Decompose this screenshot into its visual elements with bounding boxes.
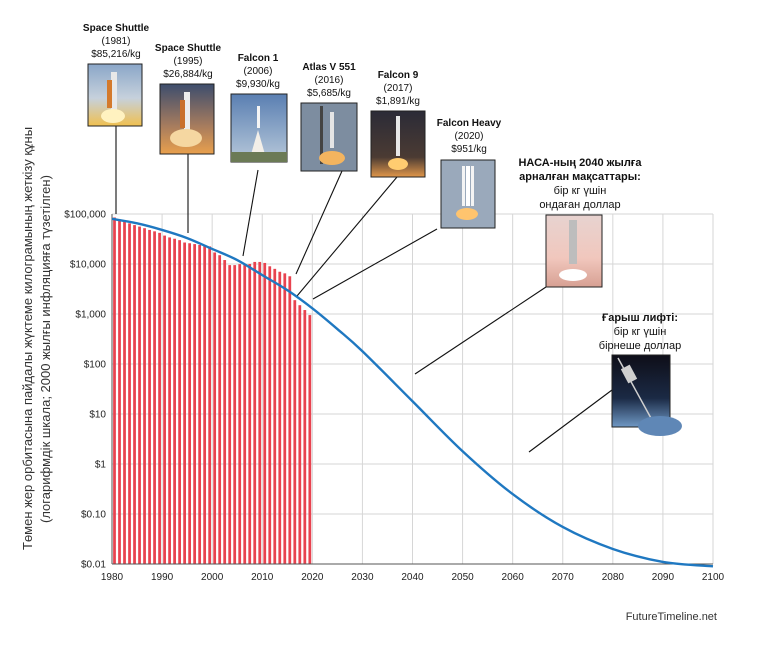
leader-line <box>528 389 613 453</box>
y-tick-label: $100 <box>84 360 107 371</box>
cost-bar <box>158 232 161 565</box>
cost-bar <box>248 264 252 564</box>
cost-bar <box>228 265 232 564</box>
cost-bar <box>288 276 292 564</box>
cost-bar <box>123 221 126 565</box>
annotation-falcon-1: Falcon 1 (2006) $9,930/kg <box>236 53 280 90</box>
annotation-atlas-v: Atlas V 551 (2016) $5,685/kg <box>302 62 356 99</box>
cost-bar <box>243 264 247 564</box>
cost-bar <box>298 305 302 564</box>
x-tick-label: 2090 <box>652 572 675 583</box>
cost-bar <box>188 243 192 564</box>
atlas-v-551-photo <box>300 102 358 172</box>
annotation-falcon-9: Falcon 9 (2017) $1,891/kg <box>376 70 420 107</box>
cost-bar <box>268 266 272 564</box>
y-axis-title: Төмен жер орбитасына пайдалы жүктеме кил… <box>12 80 53 580</box>
falcon-heavy-photo <box>440 159 496 229</box>
x-tick-label: 2060 <box>502 572 525 583</box>
cost-bar <box>168 237 171 564</box>
x-tick-label: 2030 <box>351 572 374 583</box>
cost-bar <box>203 245 207 564</box>
cost-bar <box>233 265 237 564</box>
x-tick-label: 2080 <box>602 572 625 583</box>
annotation-space-elevator: Ғарыш лифті: бір кг үшін бірнеше доллар <box>598 312 682 352</box>
x-tick-label: 2010 <box>251 572 274 583</box>
annotation-shuttle-1981: Space Shuttle (1981) $85,216/kg <box>82 23 150 60</box>
cost-bar <box>208 246 212 564</box>
x-tick-label: 2070 <box>552 572 575 583</box>
leader-line <box>295 170 343 275</box>
cost-bar <box>178 240 181 565</box>
cost-bar <box>258 261 262 564</box>
leader-line <box>414 286 547 375</box>
cost-bar <box>198 244 202 564</box>
cost-bar <box>303 310 307 564</box>
cost-bar <box>113 217 116 564</box>
y-tick-label: $0.10 <box>81 510 106 521</box>
annotation-falcon-heavy: Falcon Heavy (2020) $951/kg <box>436 118 502 155</box>
cost-bar <box>238 264 242 564</box>
y-tick-label: $0.01 <box>81 560 106 571</box>
x-tick-label: 2100 <box>702 572 725 583</box>
space-shuttle-1995-photo <box>159 83 215 155</box>
cost-bar <box>218 255 222 564</box>
falcon-9-photo <box>370 110 426 178</box>
trend-line <box>111 217 714 568</box>
space-shuttle-1981-photo <box>87 63 143 127</box>
cost-bar <box>143 228 146 564</box>
cost-bar <box>263 262 267 564</box>
leader-line <box>242 169 259 257</box>
cost-bar <box>173 238 176 565</box>
x-tick-label: 2050 <box>451 572 474 583</box>
cost-bar <box>308 315 312 564</box>
y-tick-label: $10 <box>89 410 106 421</box>
space-elevator-photo <box>611 354 682 436</box>
x-tick-label: 2040 <box>401 572 424 583</box>
x-tick-label: 2000 <box>201 572 224 583</box>
cost-bar <box>293 300 297 564</box>
y-tick-label: $1,000 <box>75 310 106 321</box>
cost-bar <box>273 268 277 564</box>
x-tick-label: 2020 <box>301 572 324 583</box>
axes: 1980 1990 2000 2010 2020 2030 2040 2050 2060 2070… <box>64 210 724 584</box>
nasa-2040-photo <box>545 214 603 288</box>
falcon-1-photo <box>230 93 288 163</box>
leader-line <box>312 228 438 300</box>
y-tick-label: $1 <box>95 460 107 471</box>
cost-bar <box>213 252 217 565</box>
source-credit: FutureTimeline.net <box>625 611 717 623</box>
y-axis-title-line1: Төмен жер орбитасына пайдалы жүктеме кил… <box>20 126 35 550</box>
x-tick-label: 1980 <box>101 572 124 583</box>
cost-bar <box>118 219 121 564</box>
cost-bar <box>133 225 136 564</box>
y-axis-title-line2: (логарифмдік шкала; 2000 жылғы инфляцияғ… <box>38 175 53 523</box>
cost-bar <box>128 223 131 564</box>
cost-bar <box>278 271 282 564</box>
y-tick-label: $10,000 <box>70 260 107 271</box>
cost-bar <box>163 235 166 565</box>
cost-bars <box>113 217 312 565</box>
cost-bar <box>153 231 156 565</box>
y-tick-label: $100,000 <box>64 210 106 221</box>
cost-bar <box>148 229 151 565</box>
leader-lines <box>115 126 613 453</box>
annotation-shuttle-1995: Space Shuttle (1995) $26,884/kg <box>154 43 222 80</box>
cost-bar <box>193 244 197 564</box>
cost-bar <box>223 260 227 564</box>
cost-bar <box>138 226 141 565</box>
cost-bar <box>183 242 186 564</box>
x-tick-label: 1990 <box>151 572 174 583</box>
leader-line <box>296 176 398 297</box>
cost-bar <box>253 261 257 564</box>
cost-bar <box>283 273 287 564</box>
annotation-nasa-2040: НАСА-ның 2040 жылға арналған мақсаттары:… <box>518 157 642 211</box>
